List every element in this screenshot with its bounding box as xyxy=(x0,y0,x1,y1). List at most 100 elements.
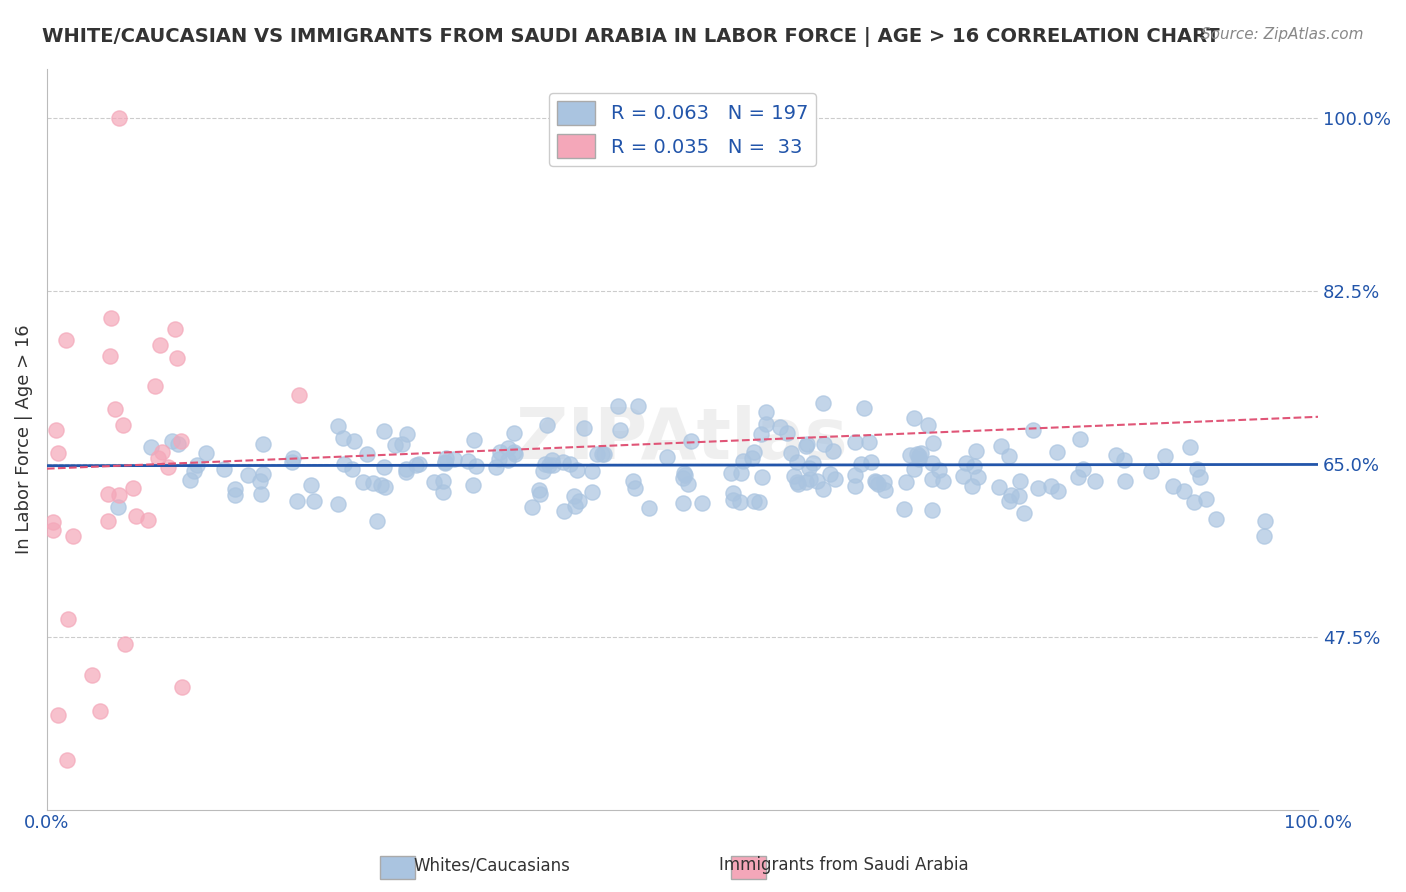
Point xyxy=(1105,449,1128,463)
Point xyxy=(46,446,69,460)
Point xyxy=(1253,529,1275,543)
Point xyxy=(671,471,693,485)
Point xyxy=(432,475,454,489)
Point xyxy=(621,474,644,488)
Point xyxy=(1140,464,1163,478)
Point xyxy=(673,467,696,482)
Point xyxy=(433,455,456,469)
Point xyxy=(966,470,988,484)
Point xyxy=(1010,474,1032,488)
Point xyxy=(100,349,122,363)
Y-axis label: In Labor Force | Age > 16: In Labor Force | Age > 16 xyxy=(15,324,32,554)
Point xyxy=(186,458,208,473)
Point xyxy=(581,484,603,499)
Point xyxy=(868,477,890,491)
Point xyxy=(783,469,806,483)
Point xyxy=(434,451,457,466)
Point xyxy=(679,434,702,449)
Point xyxy=(138,513,160,527)
Point xyxy=(586,447,609,461)
Point xyxy=(104,402,127,417)
Point xyxy=(908,449,931,463)
Point xyxy=(1069,432,1091,446)
Point xyxy=(990,439,1012,453)
Point xyxy=(873,475,896,489)
Point xyxy=(776,425,799,440)
Point xyxy=(903,462,925,476)
Point xyxy=(423,475,446,490)
Point xyxy=(160,434,183,448)
Point xyxy=(391,437,413,451)
Point xyxy=(281,455,304,469)
Point xyxy=(343,434,366,448)
Point xyxy=(1046,445,1069,459)
Point xyxy=(565,463,588,477)
Point xyxy=(1188,470,1211,484)
Point xyxy=(58,612,80,626)
Point xyxy=(568,493,591,508)
Text: Whites/Caucasians: Whites/Caucasians xyxy=(413,856,571,874)
Point xyxy=(111,417,134,432)
Text: ZIPAtlas: ZIPAtlas xyxy=(516,405,849,474)
Point xyxy=(496,442,519,456)
Point xyxy=(352,475,374,490)
Point xyxy=(288,387,311,401)
Point xyxy=(395,461,418,475)
Point xyxy=(873,483,896,498)
Point xyxy=(250,487,273,501)
Point xyxy=(529,483,551,498)
Point xyxy=(720,466,742,480)
Point xyxy=(965,443,987,458)
Point xyxy=(742,445,765,459)
Point xyxy=(373,459,395,474)
Point xyxy=(302,494,325,508)
Point xyxy=(299,478,322,492)
Point xyxy=(108,488,131,502)
Point xyxy=(141,440,163,454)
Point xyxy=(536,417,558,432)
Point xyxy=(1012,506,1035,520)
Point xyxy=(434,456,457,470)
Point xyxy=(786,475,808,490)
Point xyxy=(332,432,354,446)
Point xyxy=(170,434,193,448)
Point xyxy=(252,436,274,450)
Point xyxy=(564,499,586,513)
Point xyxy=(818,467,841,482)
Point xyxy=(896,475,918,489)
Point xyxy=(149,337,172,351)
Point xyxy=(183,464,205,478)
Point xyxy=(560,457,582,471)
Point xyxy=(859,455,882,469)
Point xyxy=(638,500,661,515)
Text: WHITE/CAUCASIAN VS IMMIGRANTS FROM SAUDI ARABIA IN LABOR FORCE | AGE > 16 CORREL: WHITE/CAUCASIAN VS IMMIGRANTS FROM SAUDI… xyxy=(42,27,1220,46)
Point xyxy=(844,468,866,483)
Point xyxy=(922,435,945,450)
Point xyxy=(779,446,801,460)
Point xyxy=(361,476,384,491)
Point xyxy=(165,322,187,336)
Point xyxy=(356,447,378,461)
Point xyxy=(811,396,834,410)
Point xyxy=(799,472,821,486)
Point xyxy=(534,457,557,471)
Point xyxy=(893,502,915,516)
Point xyxy=(844,479,866,493)
Point xyxy=(496,452,519,467)
Point xyxy=(562,489,585,503)
Point xyxy=(741,450,763,465)
Point xyxy=(285,493,308,508)
Point xyxy=(908,451,931,466)
Point xyxy=(62,529,84,543)
Point xyxy=(1007,489,1029,503)
Point xyxy=(374,480,396,494)
Point xyxy=(553,504,575,518)
Point xyxy=(607,400,630,414)
Point xyxy=(332,457,354,471)
Point xyxy=(326,418,349,433)
Point xyxy=(1040,478,1063,492)
Point xyxy=(1067,470,1090,484)
Point xyxy=(797,460,820,475)
Point xyxy=(167,436,190,450)
Point xyxy=(328,497,350,511)
